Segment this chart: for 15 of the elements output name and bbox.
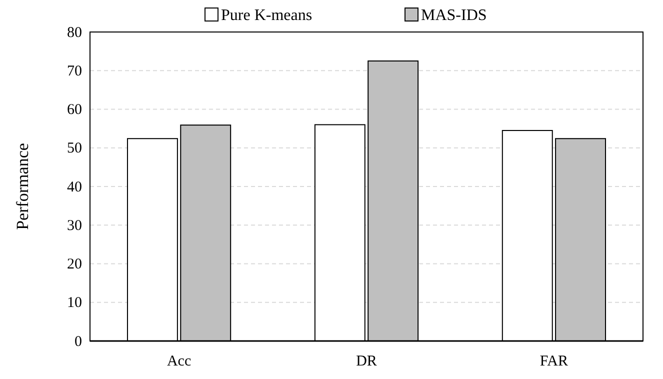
x-tick-label: DR (356, 354, 377, 370)
x-tick-label: Acc (166, 354, 192, 370)
y-tick-label: 60 (67, 102, 82, 118)
x-tick-label: FAR (540, 354, 568, 370)
legend-label: MAS-IDS (421, 7, 487, 24)
y-tick-label: 80 (67, 24, 82, 41)
y-tick-label: 20 (67, 256, 82, 273)
legend-label: Pure K-means (221, 7, 312, 24)
y-tick-label: 70 (67, 63, 82, 80)
y-tick-label: 10 (67, 295, 82, 312)
y-tick-label: 50 (67, 140, 82, 157)
y-tick-label: 30 (67, 218, 82, 234)
y-tick-label: 40 (67, 179, 82, 196)
y-tick-label: 0 (74, 334, 82, 350)
y-axis-title: Performance (13, 143, 32, 230)
